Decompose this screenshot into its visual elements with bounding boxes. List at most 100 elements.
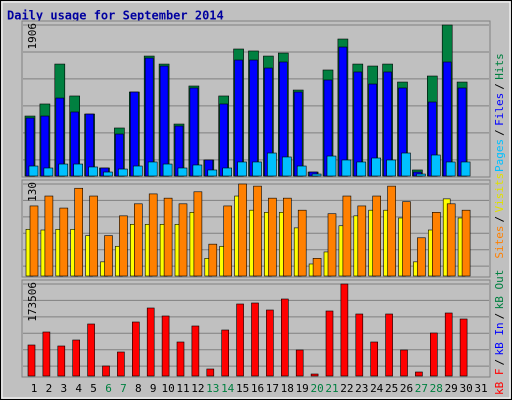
legend-entry: kB In — [493, 322, 506, 355]
legend-entry: Pages — [493, 139, 506, 172]
bar — [310, 373, 319, 377]
bar — [415, 371, 423, 377]
bar — [87, 323, 95, 377]
bar — [282, 197, 292, 277]
x-tick-label: 2 — [46, 382, 53, 395]
x-tick-label: 16 — [251, 382, 264, 395]
bar — [144, 57, 154, 177]
bar — [356, 161, 367, 177]
bar — [133, 165, 143, 177]
bar — [89, 195, 98, 277]
bar — [234, 59, 243, 177]
x-tick-label: 8 — [135, 382, 142, 395]
bar — [401, 152, 411, 177]
bar — [57, 345, 66, 377]
x-tick-label: 28 — [430, 382, 443, 395]
legend-separator: / — [493, 359, 506, 366]
x-tick-label: 15 — [236, 382, 249, 395]
x-tick-label: 26 — [400, 382, 413, 395]
bar — [29, 205, 39, 277]
legend-entry: Sites — [493, 226, 506, 259]
x-tick-label: 21 — [325, 382, 338, 395]
x-tick-label: 7 — [120, 382, 127, 395]
bar — [353, 71, 363, 177]
bar — [461, 209, 471, 277]
bar — [431, 212, 441, 277]
bar — [27, 344, 36, 377]
x-tick-label: 18 — [281, 382, 294, 395]
legend-separator: / — [493, 83, 506, 90]
bar — [161, 315, 170, 377]
x-tick-label: 12 — [191, 382, 204, 395]
bar — [58, 163, 69, 177]
x-tick-label: 3 — [60, 382, 67, 395]
bar — [444, 312, 453, 377]
bar — [117, 351, 125, 377]
bar — [236, 303, 244, 377]
x-tick-label: 10 — [161, 382, 174, 395]
legend-entry: Visits — [493, 173, 506, 213]
bar — [237, 161, 247, 177]
bar — [102, 365, 110, 377]
bar — [193, 191, 203, 277]
bar — [28, 165, 39, 177]
bar — [147, 161, 158, 177]
legend-separator: / — [493, 313, 506, 320]
bar — [266, 309, 274, 377]
bar — [326, 155, 337, 177]
bar — [176, 341, 185, 377]
bar — [251, 302, 259, 377]
y-tick-label: 173506 — [26, 282, 39, 322]
bar — [338, 46, 348, 177]
bar — [219, 103, 228, 177]
bar — [385, 313, 393, 377]
x-tick-label: 9 — [150, 382, 157, 395]
bar — [189, 87, 199, 177]
bar — [442, 61, 452, 177]
legend-separator: / — [493, 216, 506, 223]
bar — [72, 339, 80, 377]
bar — [311, 173, 322, 177]
bar — [59, 207, 69, 277]
bar — [178, 203, 188, 277]
legend-entry: Files — [493, 93, 506, 126]
bar — [40, 115, 50, 177]
bar — [119, 215, 128, 277]
legend-entry: Hits — [493, 53, 506, 80]
bar — [159, 65, 169, 177]
bar — [192, 164, 203, 177]
x-tick-label: 22 — [340, 382, 353, 395]
bar — [88, 166, 98, 177]
bar — [221, 329, 229, 377]
bar — [370, 341, 379, 377]
bar — [132, 321, 140, 377]
bar — [44, 195, 54, 277]
chart-title: Daily usage for September 2014 — [7, 9, 224, 23]
bar — [207, 169, 218, 177]
legend-entry: kB Out — [493, 270, 506, 310]
bar — [459, 318, 468, 377]
x-tick-label: 14 — [221, 382, 235, 395]
bar — [208, 243, 218, 277]
bar — [104, 235, 113, 277]
bar — [74, 187, 83, 277]
bar — [386, 159, 396, 177]
bar — [417, 237, 426, 277]
x-tick-label: 4 — [75, 382, 82, 395]
x-tick-label: 11 — [176, 382, 189, 395]
x-tick-label: 17 — [266, 382, 279, 395]
bar — [163, 197, 173, 277]
bar — [43, 167, 54, 177]
bar — [280, 298, 289, 377]
bar — [355, 313, 364, 377]
x-tick-label: 29 — [445, 382, 458, 395]
bar — [429, 332, 438, 377]
bar — [341, 159, 352, 177]
bar — [402, 201, 411, 277]
bar — [295, 349, 304, 377]
x-tick-label: 19 — [296, 382, 309, 395]
bar — [252, 161, 262, 177]
bar — [446, 203, 456, 277]
bar — [371, 157, 382, 177]
